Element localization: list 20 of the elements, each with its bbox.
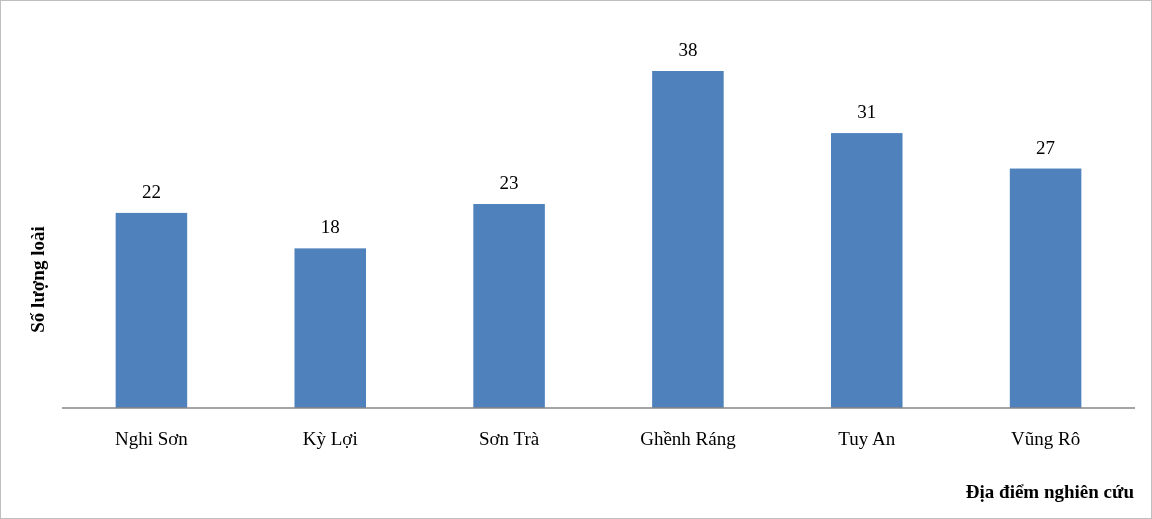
data-label: 27: [1036, 136, 1056, 158]
bar: [115, 212, 188, 408]
x-tick-label: Ghềnh Ráng: [640, 428, 737, 449]
data-label: 38: [678, 39, 698, 60]
data-label: 23: [499, 172, 519, 194]
x-tick-label: Kỳ Lợi: [302, 428, 358, 449]
bar: [652, 71, 724, 408]
data-label: 22: [141, 180, 161, 202]
bar: [1009, 168, 1082, 408]
x-axis-title: Địa điểm nghiên cứu: [965, 481, 1135, 502]
bar: [830, 133, 903, 408]
x-tick-label: Vũng Rô: [1011, 428, 1081, 449]
bar: [294, 248, 367, 408]
y-axis-title: Số lượng loài: [27, 226, 48, 333]
data-label: 18: [320, 216, 340, 238]
x-tick-label: Nghi Sơn: [114, 428, 189, 449]
bar: [473, 204, 545, 408]
data-label: 31: [857, 101, 877, 123]
x-tick-label: Tuy An: [838, 428, 896, 449]
x-tick-label: Sơn Trà: [478, 428, 540, 449]
